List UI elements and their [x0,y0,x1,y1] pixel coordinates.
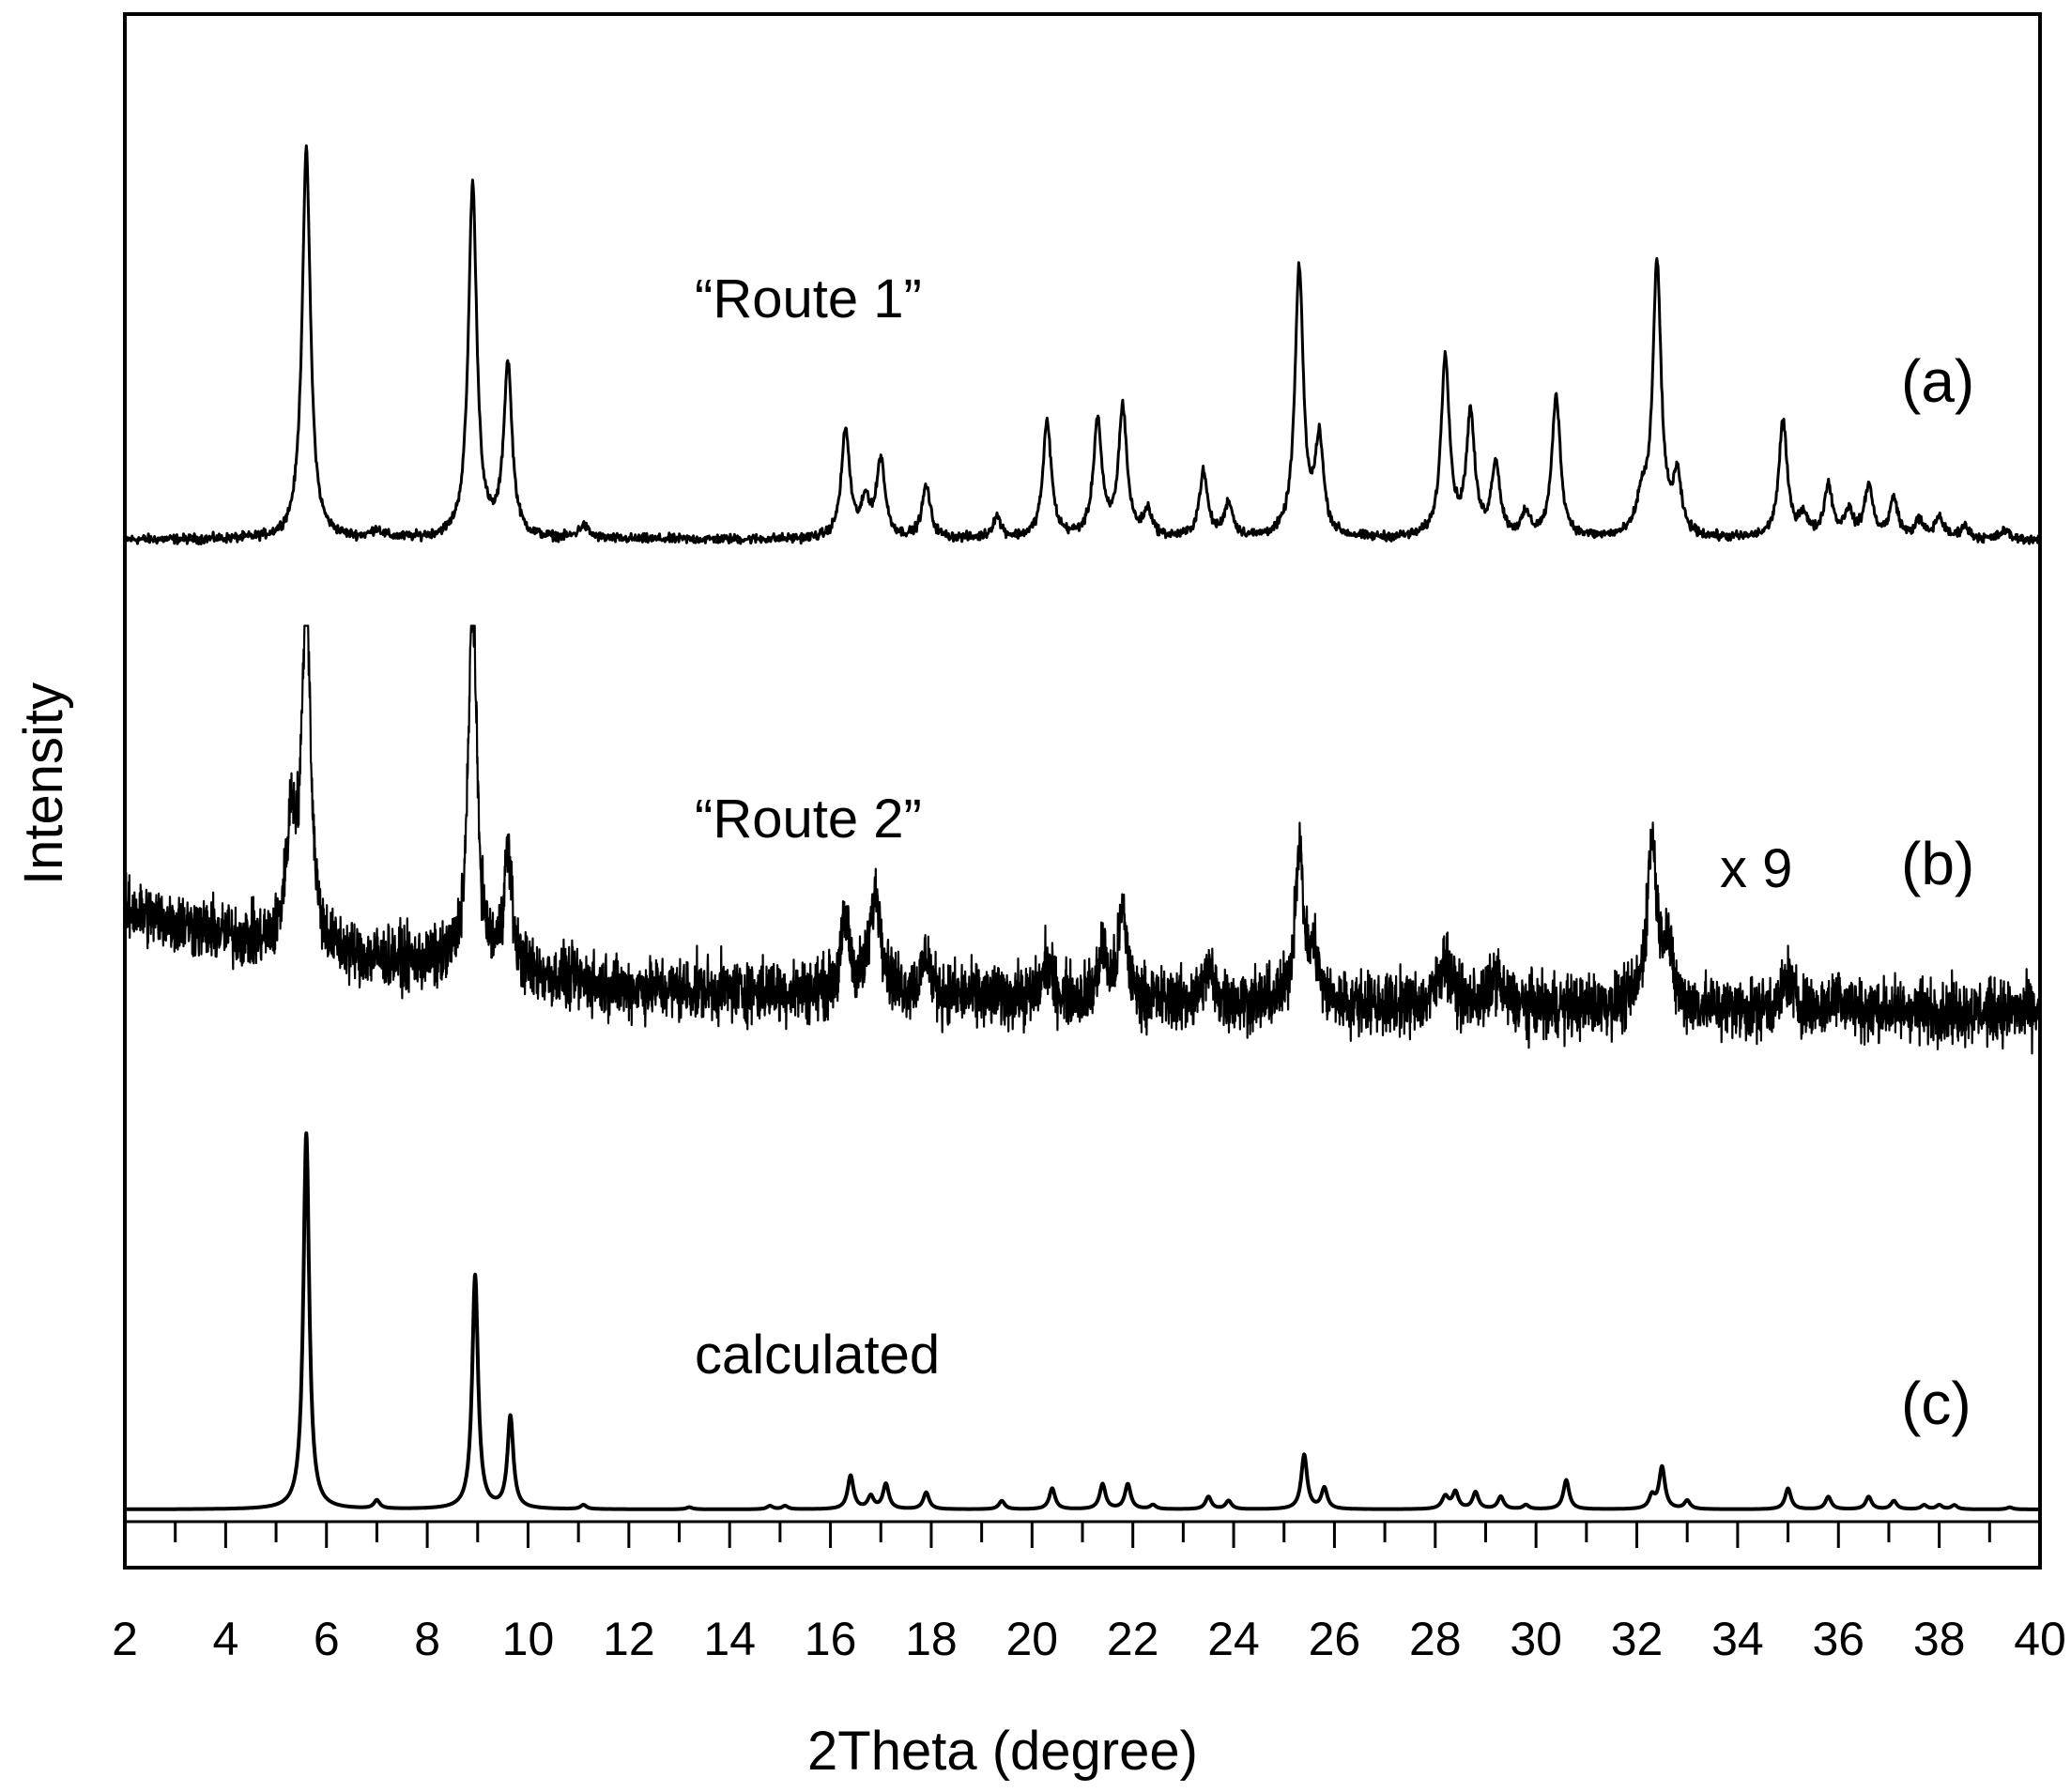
x-tick-label: 8 [414,1613,440,1665]
x-tick-label: 24 [1207,1613,1260,1665]
x-tick-label: 14 [703,1613,756,1665]
series-b-scale-note: x 9 [1720,838,1792,899]
x-tick-label: 20 [1006,1613,1059,1665]
series-b-label: “Route 2” [695,789,922,850]
series-b-panel-label: (b) [1901,830,1974,897]
series-line-b [123,624,2041,1055]
x-tick-label: 22 [1107,1613,1159,1665]
x-tick-label: 36 [1812,1613,1864,1665]
x-tick-label: 40 [2014,1613,2066,1665]
series-group [123,144,2042,1511]
x-tick-label: 34 [1711,1613,1764,1665]
series-line-a [123,144,2042,545]
x-tick-label: 2 [112,1613,138,1665]
x-tick-label: 28 [1409,1613,1462,1665]
x-tick-label: 32 [1611,1613,1664,1665]
x-tick-label: 6 [314,1613,340,1665]
x-axis-title: 2Theta (degree) [807,1721,1198,1782]
x-tick-labels: 2 4 6 8 10 12 14 16 18 20 22 24 26 28 30 32 34 36 38 40 [112,1613,2066,1665]
x-tick-label: 10 [502,1613,555,1665]
x-tick-label: 18 [905,1613,958,1665]
x-tick-label: 12 [603,1613,655,1665]
x-tick-label: 38 [1913,1613,1966,1665]
x-ticks [174,1522,1991,1548]
x-tick-label: 26 [1309,1613,1361,1665]
series-a-label: “Route 1” [695,268,922,329]
series-c-panel-label: (c) [1901,1370,1971,1437]
plot-frame [123,12,2042,1570]
y-axis-title: Intensity [13,682,74,885]
series-line-c [123,1131,2042,1511]
series-c-label: calculated [695,1325,940,1386]
x-tick-label: 16 [805,1613,857,1665]
series-a-panel-label: (a) [1901,347,1974,415]
x-tick-label: 4 [212,1613,238,1665]
x-tick-label: 30 [1510,1613,1562,1665]
